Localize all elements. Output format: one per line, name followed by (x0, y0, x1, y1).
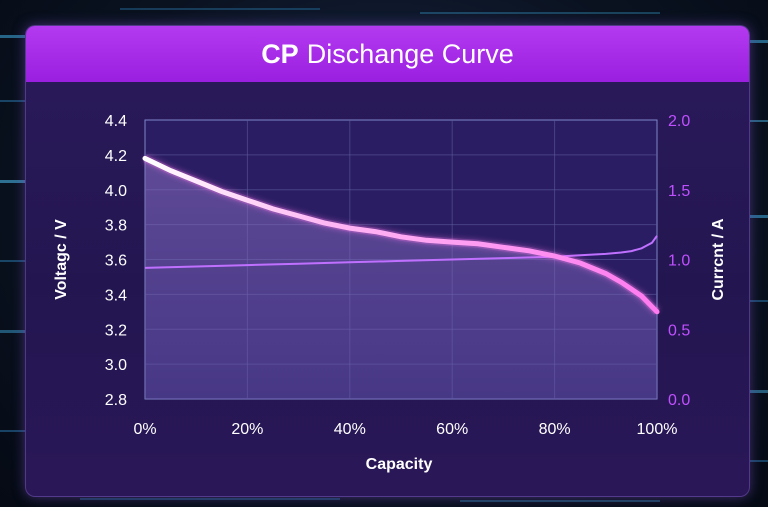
x-tick-label: 80% (539, 421, 571, 438)
voltage-series-line (142, 155, 660, 315)
x-tick-label: 40% (334, 421, 366, 438)
y-right-tick-label: 1.0 (668, 253, 690, 270)
y-left-tick-label: 3.4 (105, 287, 127, 304)
y-right-tick-label: 0.5 (668, 322, 690, 339)
y-right-tick-label: 1.5 (668, 183, 690, 200)
x-tick-label: 20% (231, 421, 263, 438)
chart-title: CP Dischange Curve (26, 26, 749, 82)
x-tick-label: 60% (436, 421, 468, 438)
y-right-tick-label: 0.0 (668, 392, 690, 409)
chart-title-rest: Dischange Curve (306, 38, 514, 69)
y-left-tick-label: 3.6 (105, 253, 127, 270)
y-right-tick-label: 2.0 (668, 113, 690, 130)
x-axis-label: Capacity (366, 456, 433, 473)
voltage-area-fill (145, 158, 657, 399)
y-left-tick-label: 4.0 (105, 183, 127, 200)
x-tick-label: 0% (133, 421, 156, 438)
y-right-axis-label: Currcnt / A (710, 218, 727, 301)
y-left-tick-label: 3.0 (105, 357, 127, 374)
y-left-tick-label: 4.4 (105, 113, 127, 130)
y-left-tick-label: 4.2 (105, 148, 127, 165)
y-left-tick-label: 3.2 (105, 322, 127, 339)
y-left-tick-label: 2.8 (105, 392, 127, 409)
y-left-axis-label: Voltagc / V (53, 219, 70, 300)
y-left-tick-label: 3.8 (105, 218, 127, 235)
chart-title-bold: CP (261, 38, 299, 69)
x-tick-label: 100% (637, 421, 678, 438)
